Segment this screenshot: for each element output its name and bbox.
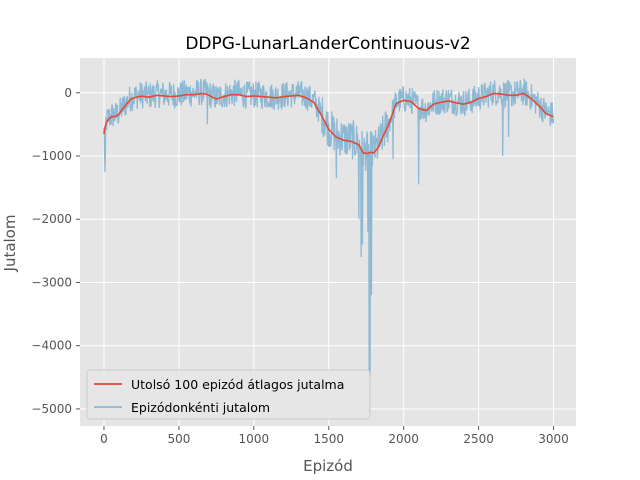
x-axis-label: Epizód xyxy=(303,457,353,475)
y-axis-label: Jutalom xyxy=(1,215,19,273)
chart-title: DDPG-LunarLanderContinuous-v2 xyxy=(185,34,470,54)
y-tick-label: −4000 xyxy=(31,339,72,353)
y-tick-label: −3000 xyxy=(31,275,72,289)
x-axis-ticks: 0 500 1000 1500 2000 2500 3000 xyxy=(100,426,569,446)
x-tick-label: 2500 xyxy=(463,432,494,446)
y-tick-label: −5000 xyxy=(31,402,72,416)
y-axis-ticks: 0 −1000 −2000 −3000 −4000 −5000 xyxy=(31,86,80,416)
y-tick-label: −1000 xyxy=(31,149,72,163)
x-tick-label: 500 xyxy=(167,432,190,446)
y-tick-label: −2000 xyxy=(31,212,72,226)
legend-label-avg: Utolsó 100 epizód átlagos jutalma xyxy=(131,377,344,392)
x-tick-label: 0 xyxy=(100,432,108,446)
x-tick-label: 3000 xyxy=(538,432,569,446)
legend: Utolsó 100 epizód átlagos jutalma Epizód… xyxy=(86,369,371,420)
legend-box xyxy=(86,369,371,420)
x-tick-label: 1500 xyxy=(313,432,344,446)
legend-label-episode: Epizódonkénti jutalom xyxy=(131,400,270,415)
x-tick-label: 1000 xyxy=(239,432,270,446)
plot-series xyxy=(103,77,555,413)
x-tick-label: 2000 xyxy=(388,432,419,446)
y-tick-label: 0 xyxy=(64,86,72,100)
series-line-avg-reward xyxy=(103,92,554,155)
